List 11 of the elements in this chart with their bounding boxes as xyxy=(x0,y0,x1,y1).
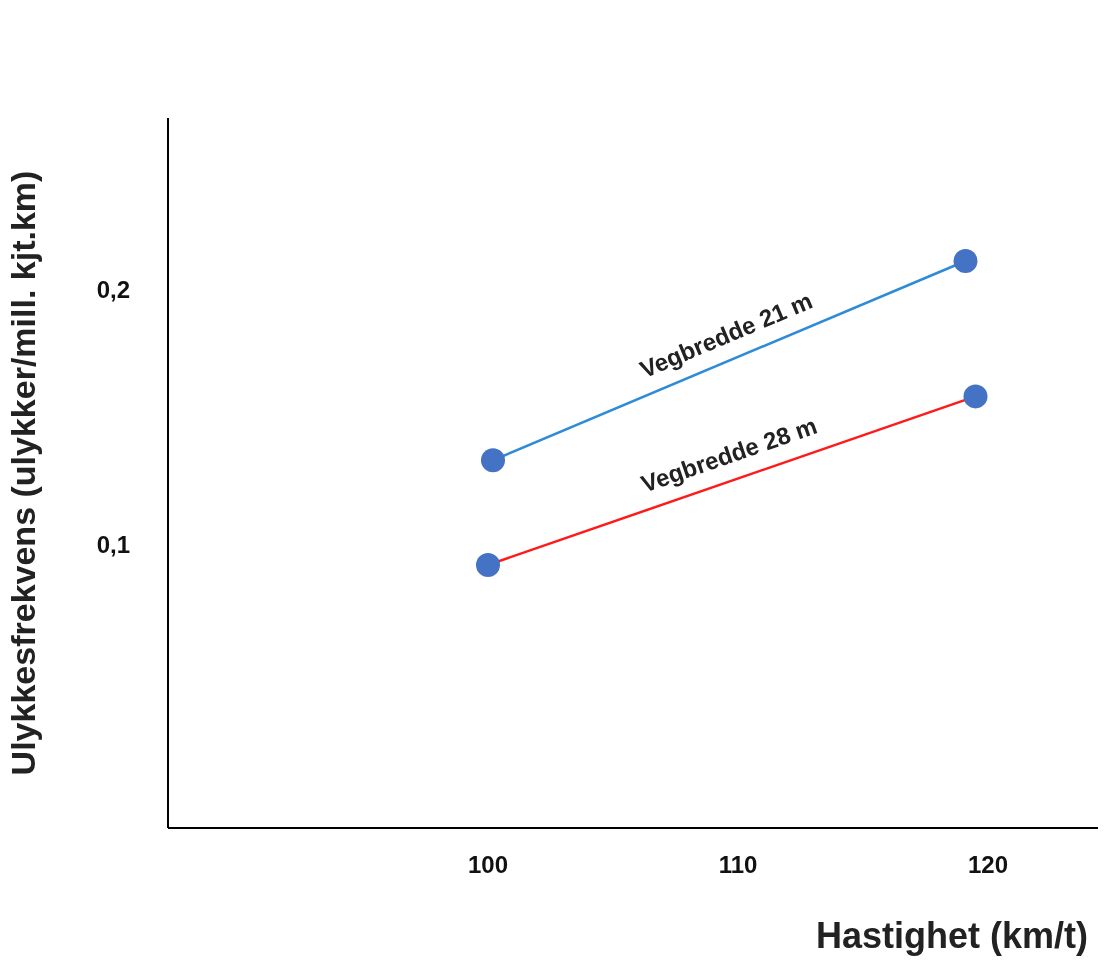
y-axis-title: Ulykkesfrekvens (ulykker/mill. kjt.km) xyxy=(4,170,43,776)
point xyxy=(476,552,500,577)
point xyxy=(481,448,505,473)
x-tick-label: 110 xyxy=(718,851,758,879)
y-tick-label: 0,2 xyxy=(96,275,130,303)
x-axis-title: Hastighet (km/t) xyxy=(815,915,1088,956)
point xyxy=(953,249,978,274)
y-tick-label: 0,1 xyxy=(96,531,130,559)
x-tick-label: 120 xyxy=(967,851,1009,879)
x-tick-label: 100 xyxy=(467,851,509,879)
point xyxy=(963,384,988,409)
